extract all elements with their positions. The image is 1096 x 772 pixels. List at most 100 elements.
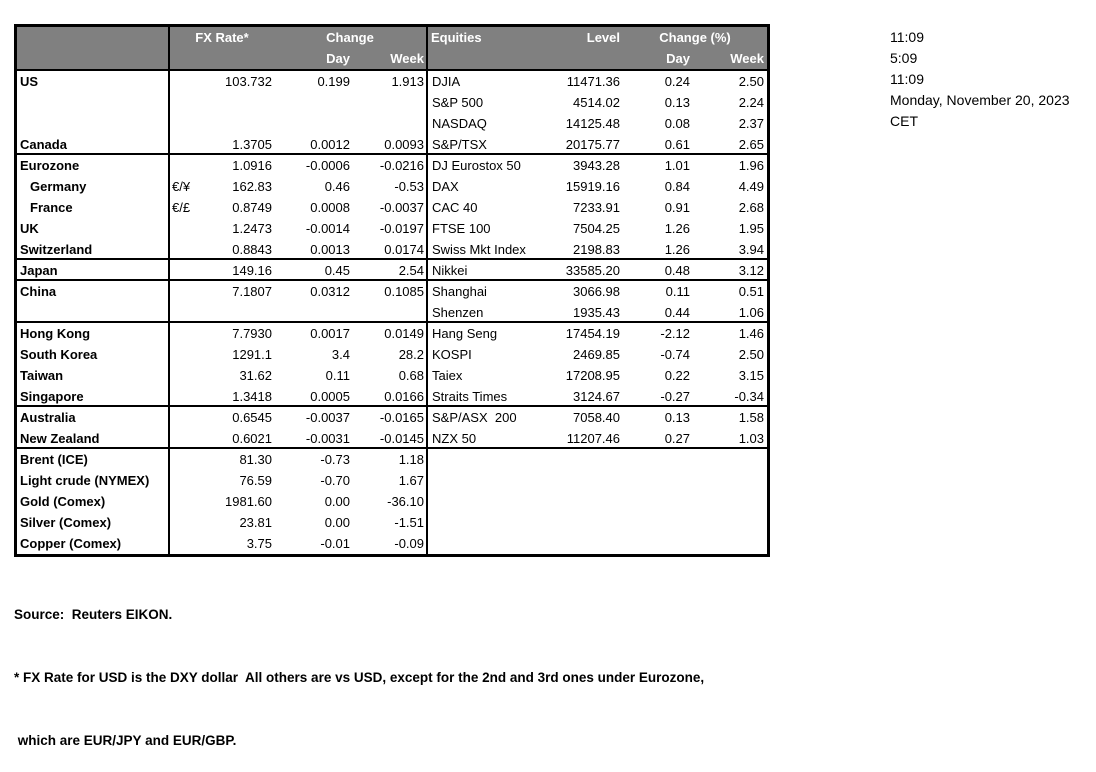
fx-day-change-cell: -0.0037 xyxy=(305,410,350,425)
fx-rate-header: FX Rate* xyxy=(168,27,274,48)
currency-pair-cell xyxy=(168,386,202,405)
fx-rate-cell: 3.75 xyxy=(246,536,272,551)
equity-name-cell: DAX xyxy=(426,176,527,197)
equity-week-change-cell: 1.58 xyxy=(738,410,764,425)
fx-rate-cell: 1981.60 xyxy=(225,494,272,509)
fx-rate-cell: 1.0916 xyxy=(232,158,272,173)
fx-week-change-cell: 0.0093 xyxy=(384,137,424,152)
equity-week-change-cell xyxy=(693,533,767,554)
fx-week-change-cell: -36.10 xyxy=(387,494,424,509)
equity-name-cell: Taiex xyxy=(426,365,527,386)
header-blank-cell xyxy=(168,48,202,69)
currency-pair-cell xyxy=(168,155,202,176)
equity-name-cell: Straits Times xyxy=(426,386,527,405)
country-cell: Eurozone xyxy=(20,158,80,173)
equity-day-change-cell xyxy=(623,512,693,533)
fx-day-change-cell: 0.0013 xyxy=(310,242,350,257)
fx-day-change-cell xyxy=(274,92,352,113)
fx-week-change-cell: 0.0149 xyxy=(384,326,424,341)
fx-rate-cell: 1.3705 xyxy=(232,137,272,152)
equity-level-cell xyxy=(527,533,623,554)
fx-rate-cell: 0.6545 xyxy=(232,410,272,425)
currency-pair-cell xyxy=(168,344,202,365)
equity-level-cell: 3124.67 xyxy=(573,389,620,404)
country-cell: New Zealand xyxy=(20,431,100,446)
fx-day-change-cell: -0.0014 xyxy=(305,221,350,236)
equity-week-change-cell: 0.51 xyxy=(738,284,764,299)
fx-week-change-cell xyxy=(352,92,426,113)
currency-pair-cell xyxy=(168,239,202,258)
fx-rate-cell: 1291.1 xyxy=(232,347,272,362)
source-note: Source: Reuters EIKON. xyxy=(14,607,173,622)
currency-pair-cell xyxy=(168,512,202,533)
equity-day-change-cell: 0.13 xyxy=(664,95,690,110)
equity-day-change-cell xyxy=(623,449,693,470)
time-line: 11:09 xyxy=(890,29,924,45)
equity-level-cell: 11207.46 xyxy=(566,431,620,446)
equity-week-change-cell: -0.34 xyxy=(734,389,764,404)
fx-day-change-cell: 0.0005 xyxy=(310,389,350,404)
country-cell: Light crude (NYMEX) xyxy=(20,473,150,488)
fx-week-change-cell: 0.1085 xyxy=(384,284,424,299)
fx-day-change-cell: 0.45 xyxy=(324,263,350,278)
currency-pair-cell xyxy=(168,218,202,239)
equity-week-change-cell xyxy=(693,512,767,533)
equity-week-change-cell: 2.50 xyxy=(738,347,764,362)
currency-pair-cell xyxy=(168,491,202,512)
equity-level-cell: 33585.20 xyxy=(565,263,620,278)
fx-week-change-cell: 0.0174 xyxy=(384,242,424,257)
time-line: 11:09 xyxy=(890,71,924,87)
equity-week-change-cell: 1.06 xyxy=(738,305,764,320)
equity-name-cell xyxy=(426,533,527,554)
info-panel: 11:09 5:09 11:09 Monday, November 20, 20… xyxy=(890,27,1070,132)
fx-rate-cell: 23.81 xyxy=(239,515,272,530)
fx-rate-cell: 7.7930 xyxy=(232,326,272,341)
table-row: UK 1.2473 -0.0014 -0.0197 FTSE 100 7504.25 1.2… xyxy=(17,218,767,239)
equity-level-cell: 7058.40 xyxy=(573,410,620,425)
equity-level-cell: 11471.36 xyxy=(566,74,620,89)
country-cell: Brent (ICE) xyxy=(20,452,88,467)
fx-week-change-cell: 2.54 xyxy=(398,263,424,278)
fx-rate-cell xyxy=(202,92,274,113)
table-body: US 103.732 0.199 1.913 DJIA 11471.36 0.24 2.50 S… xyxy=(17,71,767,554)
country-cell xyxy=(17,113,168,134)
table-row: NASDAQ 14125.48 0.08 2.37 xyxy=(17,113,767,134)
currency-pair-cell xyxy=(168,71,202,92)
equity-day-change-cell: 0.44 xyxy=(664,305,690,320)
table-row: Switzerland 0.8843 0.0013 0.0174 Swiss Mkt I… xyxy=(17,239,767,260)
fx-day-change-cell: -0.01 xyxy=(320,536,350,551)
equity-level-cell: 15919.16 xyxy=(565,179,620,194)
fx-day-change-cell: 3.4 xyxy=(331,347,350,362)
table-row: Taiwan 31.62 0.11 0.68 Taiex 17208.95 0.22 3.15 xyxy=(17,365,767,386)
equity-level-cell: 7504.25 xyxy=(573,221,620,236)
equity-day-change-cell: 0.08 xyxy=(664,116,690,131)
footer: Source: Reuters EIKON. * FX Rate for USD… xyxy=(14,562,704,772)
fx-week-change-cell: -0.0037 xyxy=(379,200,424,215)
country-cell: US xyxy=(20,74,39,89)
table-row: France €/£ 0.8749 0.0008 -0.0037 CAC 40 7233.9… xyxy=(17,197,767,218)
equity-day-change-cell: 0.11 xyxy=(665,284,690,299)
fx-week-change-cell xyxy=(352,113,426,134)
country-cell: France xyxy=(30,200,73,215)
fx-week-change-cell: 1.913 xyxy=(391,74,424,89)
fx-week-change-cell: 28.2 xyxy=(398,347,424,362)
equity-week-change-cell: 1.46 xyxy=(738,326,764,341)
fx-day-change-cell: 0.11 xyxy=(325,368,350,383)
equity-day-change-cell: -0.74 xyxy=(660,347,690,362)
table-row: Eurozone 1.0916 -0.0006 -0.0216 DJ Eurostox … xyxy=(17,155,767,176)
country-cell: Copper (Comex) xyxy=(20,536,122,551)
timezone-line: CET xyxy=(890,113,918,129)
fx-rate-cell: 149.16 xyxy=(232,263,272,278)
fx-rate-cell: 7.1807 xyxy=(232,284,272,299)
equity-name-cell: Hang Seng xyxy=(426,323,527,344)
fx-week-change-cell: 0.0166 xyxy=(384,389,424,404)
equity-week-change-cell xyxy=(693,449,767,470)
currency-pair-cell xyxy=(168,113,202,134)
change-header: Change xyxy=(326,30,374,45)
equity-week-change-cell: 1.03 xyxy=(738,431,764,446)
country-cell: Australia xyxy=(20,410,76,425)
equity-day-change-cell: 0.22 xyxy=(664,368,690,383)
table-row: New Zealand 0.6021 -0.0031 -0.0145 NZX 50 112… xyxy=(17,428,767,449)
equity-name-cell: Shanghai xyxy=(426,281,527,302)
currency-pair-cell xyxy=(168,134,202,153)
